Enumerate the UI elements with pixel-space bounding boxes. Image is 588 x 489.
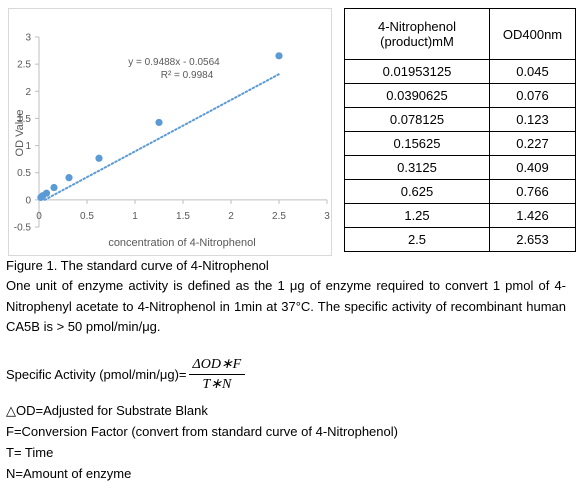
table-cell-concentration: 1.25 (344, 203, 490, 228)
figure-caption: Figure 1. The standard curve of 4-Nitrop… (6, 258, 269, 273)
variable-definition: N=Amount of enzyme (6, 466, 132, 481)
x-tick-label: 0.5 (80, 211, 94, 222)
table-header-row: 4-Nitrophenol (product)mM OD400nm (344, 8, 576, 60)
header-od400: OD400nm (489, 8, 576, 60)
table-row: 1.25 1.426 (344, 203, 576, 228)
y-tick-label: -0.5 (14, 223, 32, 234)
data-point (95, 154, 103, 162)
variable-definition: T= Time (6, 445, 54, 460)
table-cell-od: 0.766 (489, 179, 576, 204)
table-row: 0.0390625 0.076 (344, 83, 576, 108)
table-cell-concentration: 0.15625 (344, 131, 490, 156)
table-cell-od: 0.227 (489, 131, 576, 156)
table-cell-concentration: 0.078125 (344, 107, 490, 132)
y-tick-label: 2 (25, 87, 31, 98)
header-concentration: 4-Nitrophenol (product)mM (344, 8, 490, 60)
table-row: 0.15625 0.227 (344, 131, 576, 156)
y-tick-label: 1.5 (17, 114, 31, 125)
formula-numerator: ΔOD∗F (188, 356, 246, 375)
x-axis-title: concentration of 4-Nitrophenol (108, 237, 255, 249)
enzyme-unit-definition: One unit of enzyme activity is defined a… (6, 278, 566, 334)
x-tick-label: 2 (228, 211, 234, 222)
variable-definition: △OD=Adjusted for Substrate Blank (6, 403, 208, 418)
data-point (155, 118, 163, 127)
formula-variable-list: △OD=Adjusted for Substrate Blank F=Conve… (6, 400, 398, 484)
specific-activity-formula: Specific Activity (pmol/min/μg)= ΔOD∗F T… (6, 356, 246, 393)
formula-fraction: ΔOD∗F T∗N (188, 356, 246, 393)
table-cell-concentration: 0.0390625 (344, 83, 490, 108)
y-tick-label: 1 (25, 141, 31, 152)
formula-denominator: T∗N (202, 377, 232, 392)
table-row: 0.01953125 0.045 (344, 59, 576, 84)
data-point (42, 189, 51, 197)
table-cell-od: 0.045 (489, 59, 576, 84)
table-cell-od: 2.653 (489, 227, 576, 252)
table-row: 0.078125 0.123 (344, 107, 576, 132)
table-row: 0.3125 0.409 (344, 155, 576, 180)
variable-definition: F=Conversion Factor (convert from standa… (6, 424, 398, 439)
chart-svg: 0 0.5 1 1.5 2 2.5 3 -0.5 0 0.5 1 1.5 2 2.5 3 y = 0.9488… (14, 33, 330, 250)
table-cell-concentration: 2.5 (344, 227, 490, 252)
table-cell-od: 0.076 (489, 83, 576, 108)
table-cell-od: 1.426 (489, 203, 576, 228)
y-tick-label: 2.5 (17, 60, 31, 71)
x-tick-label: 0 (36, 211, 42, 222)
standard-curve-table: 4-Nitrophenol (product)mM OD400nm 0.0195… (344, 8, 576, 252)
y-tick-label: 0 (25, 195, 31, 206)
x-tick-label: 3 (324, 211, 330, 222)
standard-curve-chart: 0 0.5 1 1.5 2 2.5 3 -0.5 0 0.5 1 1.5 2 2.5 3 y = 0.9488… (8, 8, 332, 256)
x-tick-label: 2.5 (272, 211, 286, 222)
trendline-equation: y = 0.9488x - 0.0564 (128, 57, 220, 68)
x-tick-label: 1 (132, 211, 138, 222)
table-cell-concentration: 0.625 (344, 179, 490, 204)
formula-label: Specific Activity (pmol/min/μg)= (6, 367, 187, 382)
y-tick-label: 3 (25, 33, 31, 44)
data-point (275, 52, 283, 60)
table-cell-concentration: 0.3125 (344, 155, 490, 180)
table-cell-od: 0.409 (489, 155, 576, 180)
y-tick-label: 0.5 (17, 168, 31, 179)
trendline-r-squared: R² = 0.9984 (161, 70, 214, 81)
table-row: 2.5 2.653 (344, 227, 576, 252)
table-cell-concentration: 0.01953125 (344, 59, 490, 84)
data-point (65, 174, 73, 182)
y-axis-title: OD Value (14, 110, 26, 157)
table-row: 0.625 0.766 (344, 179, 576, 204)
x-tick-label: 1.5 (176, 211, 190, 222)
data-point (50, 183, 58, 192)
table-cell-od: 0.123 (489, 107, 576, 132)
trendline (43, 73, 280, 201)
